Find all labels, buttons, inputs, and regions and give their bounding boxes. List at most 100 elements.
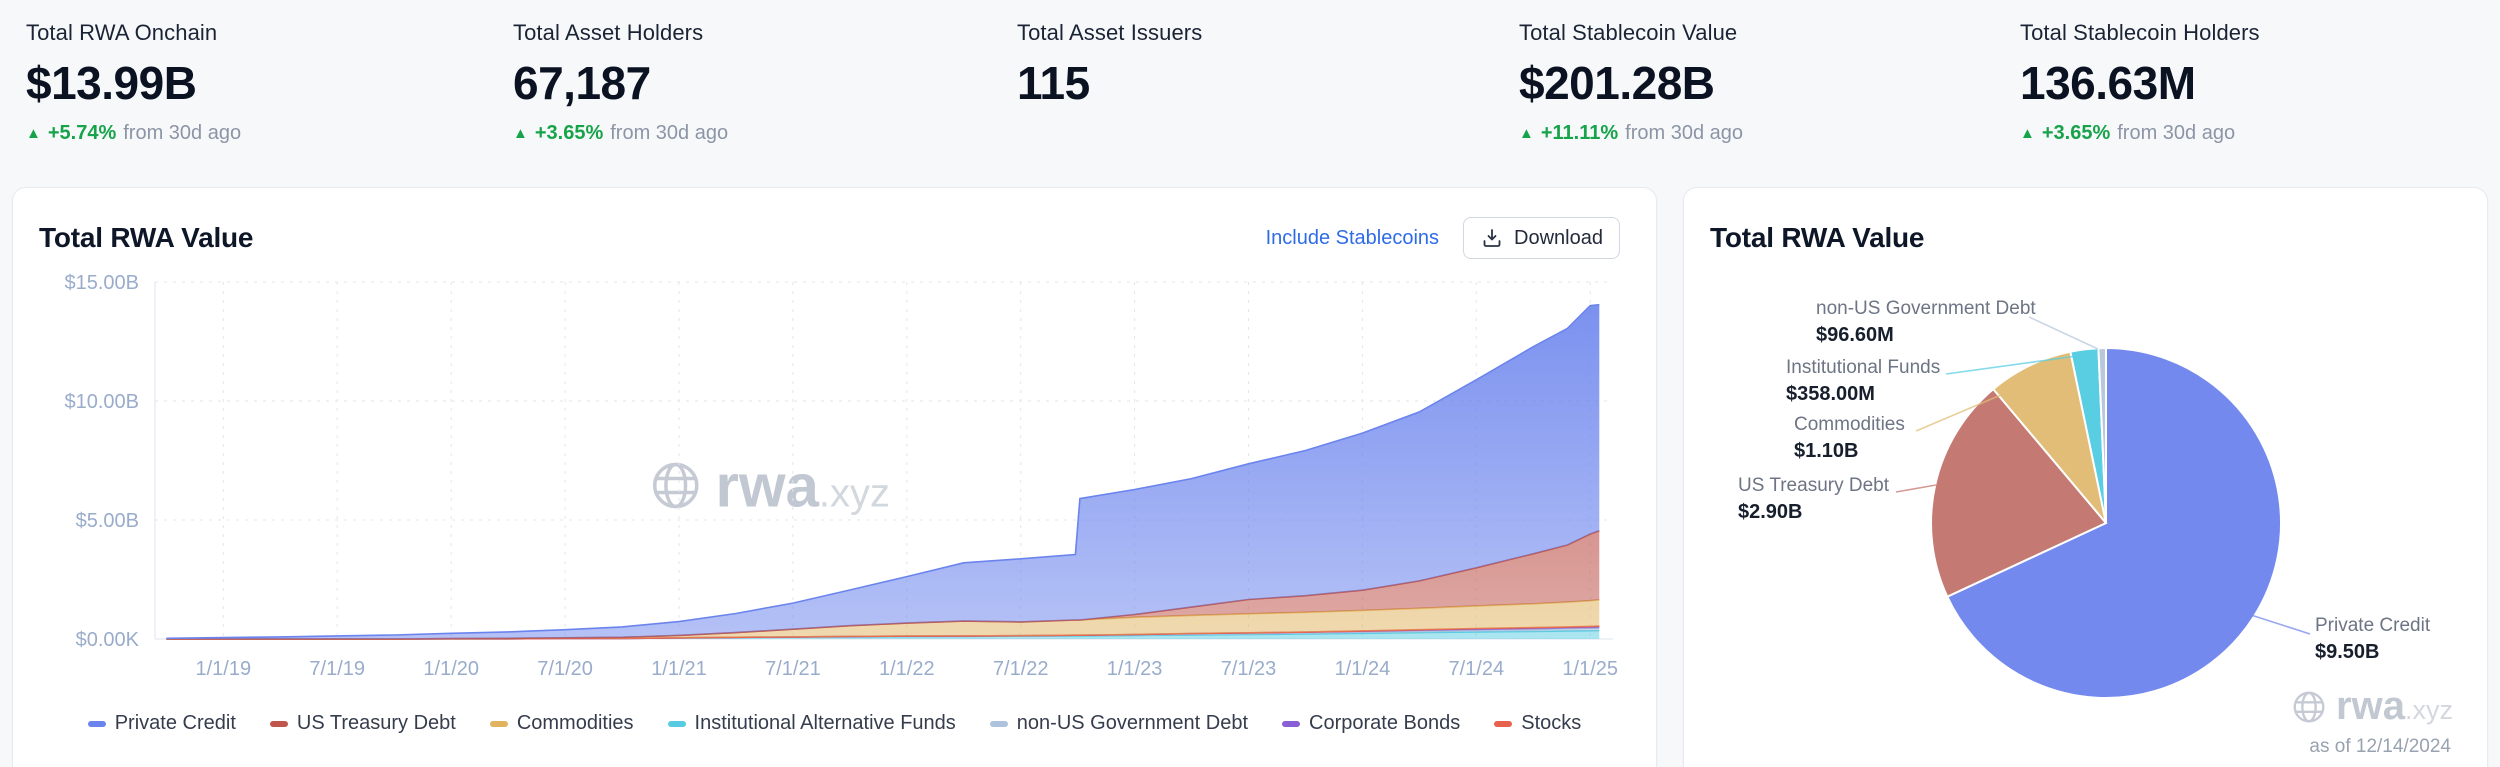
legend-label: non-US Government Debt (1016, 712, 1249, 734)
legend-label: Stocks (1521, 712, 1582, 734)
svg-text:1/1/20: 1/1/20 (423, 658, 479, 680)
up-triangle-icon: ▲ (1519, 125, 1534, 142)
header-controls: Include Stablecoins Download (1266, 217, 1620, 259)
rwa-pie-chart[interactable] (1684, 188, 2488, 767)
legend-item-us-treasury-debt[interactable]: US Treasury Debt (269, 712, 456, 735)
pie-label-private-credit: Private Credit $9.50B (2315, 615, 2430, 664)
legend-item-institutional-alternative-funds[interactable]: Institutional Alternative Funds (667, 712, 956, 735)
svg-text:7/1/22: 7/1/22 (993, 658, 1049, 680)
area-chart-wrap: rwa .xyz $0.00K $5.00B $10.00B $15.00B 1/1/19… (13, 262, 1656, 692)
as-of-date: as of 12/14/2024 (2309, 736, 2451, 757)
pie-label-non-us-government-debt: non-US Government Debt $96.60M (1816, 298, 2036, 347)
rwa-xyz-watermark: rwa .xyz (648, 451, 891, 520)
stat-value: 136.63M (2020, 57, 2196, 109)
pie-label-value: $1.10B (1794, 440, 1859, 462)
legend-item-stocks[interactable]: Stocks (1494, 712, 1581, 735)
svg-text:$5.00B: $5.00B (76, 510, 139, 532)
svg-text:7/1/24: 7/1/24 (1448, 658, 1504, 680)
pie-label-value: $358.00M (1786, 383, 1875, 405)
globe-icon (652, 462, 699, 509)
legend-label: US Treasury Debt (296, 712, 456, 734)
page-title: Total RWA Value (1710, 222, 1925, 253)
svg-text:7/1/23: 7/1/23 (1221, 658, 1277, 680)
delta-suffix: from 30d ago (2117, 122, 2236, 144)
pie-label-value: $2.90B (1738, 501, 1803, 523)
delta-suffix: from 30d ago (123, 122, 242, 144)
legend-label: Private Credit (114, 712, 236, 734)
up-triangle-icon: ▲ (2020, 125, 2035, 142)
stat-total-asset-holders: Total Asset Holders 67,187 ▲ +3.65% from… (513, 20, 1017, 145)
include-stablecoins-link[interactable]: Include Stablecoins (1265, 226, 1440, 249)
delta-suffix: from 30d ago (1625, 122, 1744, 144)
rwa-area-chart[interactable]: $0.00K $5.00B $10.00B $15.00B 1/1/19 7/1/19 1/… (39, 262, 1632, 692)
legend-marker-icon (269, 720, 288, 727)
watermark-text: rwa .xyz (2336, 684, 2453, 728)
page-title: Total RWA Value (39, 222, 254, 253)
legend-marker-icon (1282, 720, 1301, 727)
cards-row: Total RWA Value Include Stablecoins Down… (0, 187, 2500, 767)
svg-text:7/1/20: 7/1/20 (537, 658, 593, 680)
total-rwa-value-area-card: Total RWA Value Include Stablecoins Down… (12, 187, 1657, 767)
stat-total-rwa-onchain: Total RWA Onchain $13.99B ▲ +5.74% from … (26, 20, 513, 145)
svg-text:7/1/19: 7/1/19 (309, 658, 365, 680)
stats-bar: Total RWA Onchain $13.99B ▲ +5.74% from … (0, 0, 2500, 145)
download-icon (1483, 229, 1501, 247)
legend-item-private-credit[interactable]: Private Credit (87, 712, 236, 735)
watermark-text: rwa .xyz (715, 452, 891, 520)
stat-delta: ▲ +5.74% from 30d ago (26, 122, 513, 145)
legend-item-commodities[interactable]: Commodities (489, 712, 634, 735)
svg-text:$10.00B: $10.00B (64, 391, 139, 413)
stat-label: Total Stablecoin Holders (2020, 20, 2260, 45)
stat-value: 115 (1017, 57, 1090, 109)
svg-text:7/1/21: 7/1/21 (765, 658, 821, 680)
pie-leader-line (1895, 484, 1937, 493)
stat-value: $201.28B (1519, 57, 1715, 109)
pie-label-name: non-US Government Debt (1816, 298, 2036, 319)
area-series-institutional-alternative-funds (166, 630, 1600, 639)
stat-label: Total Stablecoin Value (1519, 20, 1738, 45)
area-line-private-credit (166, 303, 1600, 640)
pie-label-us-treasury-debt: US Treasury Debt $2.90B (1738, 475, 1889, 524)
stat-delta: ▲ +3.65% from 30d ago (2020, 122, 2500, 145)
legend-marker-icon (1494, 720, 1513, 727)
legend-label: Corporate Bonds (1309, 712, 1461, 734)
pie-card-header: Total RWA Value (1684, 188, 2487, 260)
pie-leader-line (1945, 354, 2085, 375)
pie-leader-line (1915, 380, 2035, 432)
download-button[interactable]: Download (1463, 217, 1620, 259)
stat-delta: ▲ +11.11% from 30d ago (1519, 122, 2020, 145)
pie-label-value: $96.60M (1816, 324, 1894, 346)
area-series-non-us-government-debt (166, 628, 1600, 639)
delta-percent: +5.74% (47, 122, 117, 144)
stat-value: $13.99B (26, 57, 197, 109)
stat-label: Total Asset Issuers (1017, 20, 1203, 45)
delta-suffix: from 30d ago (610, 122, 729, 144)
svg-text:1/1/23: 1/1/23 (1107, 658, 1163, 680)
pie-label-name: Private Credit (2315, 615, 2431, 636)
pie-label-value: $9.50B (2315, 641, 2380, 663)
legend-marker-icon (87, 720, 106, 727)
legend-item-non-us-government-debt[interactable]: non-US Government Debt (989, 712, 1249, 735)
stat-delta: ▲ +3.65% from 30d ago (513, 122, 1017, 145)
pie-slice-private-credit[interactable] (1945, 346, 2283, 699)
delta-percent: +3.65% (534, 122, 604, 144)
stat-value: 67,187 (513, 57, 651, 109)
area-series-commodities (166, 599, 1600, 639)
legend-marker-icon (489, 720, 508, 727)
delta-percent: +3.65% (2041, 122, 2111, 144)
svg-text:$0.00K: $0.00K (76, 629, 140, 651)
legend-label: Institutional Alternative Funds (694, 712, 956, 734)
area-series-private-credit (166, 304, 1600, 639)
pie-label-name: US Treasury Debt (1738, 475, 1889, 496)
stat-total-stablecoin-holders: Total Stablecoin Holders 136.63M ▲ +3.65… (2020, 20, 2500, 145)
legend-item-corporate-bonds[interactable]: Corporate Bonds (1282, 712, 1460, 735)
svg-text:1/1/19: 1/1/19 (195, 658, 251, 680)
stat-label: Total Asset Holders (513, 20, 704, 45)
area-card-header: Total RWA Value Include Stablecoins Down… (13, 188, 1656, 260)
svg-text:1/1/24: 1/1/24 (1335, 658, 1391, 680)
svg-text:1/1/21: 1/1/21 (651, 658, 707, 680)
download-button-label: Download (1514, 226, 1603, 249)
pie-slice-non-us-government-debt[interactable] (2097, 346, 2107, 524)
rwa-xyz-watermark: rwa .xyz (2290, 684, 2453, 729)
up-triangle-icon: ▲ (26, 125, 41, 142)
